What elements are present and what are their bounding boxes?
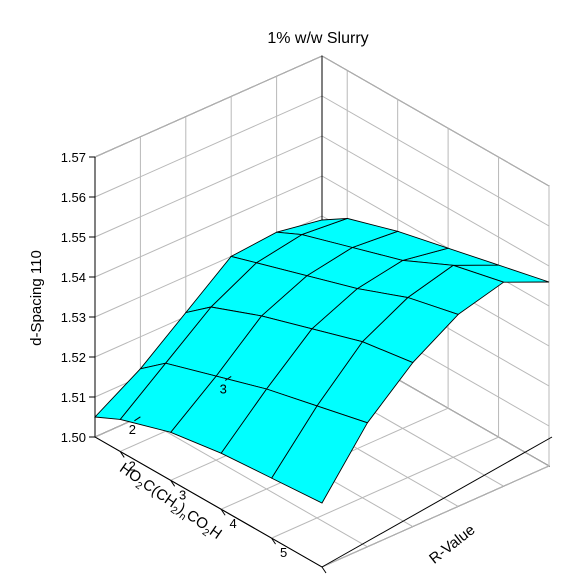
z-tick-label: 1.56 xyxy=(61,190,86,205)
surface-mesh xyxy=(94,217,550,504)
x-tick-mark xyxy=(119,451,125,458)
x-tick-mark xyxy=(271,537,276,545)
z-tick-label: 1.50 xyxy=(61,430,86,445)
x-tick-mark xyxy=(321,566,327,574)
chart-title: 1% w/w Slurry xyxy=(267,30,368,47)
y-tick-mark xyxy=(134,416,141,422)
x-tick-mark xyxy=(220,508,226,516)
z-tick-label: 1.51 xyxy=(61,390,86,405)
x-axis-label: R-Value xyxy=(426,521,478,567)
x-tick-label: 3 xyxy=(179,487,186,502)
y-axis-label-subscript: 2 xyxy=(200,527,211,539)
y-tick-label: 2 xyxy=(129,422,136,437)
x-tick-mark xyxy=(170,480,176,487)
x-grid-floor-line xyxy=(271,436,499,539)
y-axis-label-part: H xyxy=(206,523,225,543)
x-tick-label: 5 xyxy=(280,545,287,560)
z-axis-label: d-Spacing 110 xyxy=(28,250,45,346)
z-tick-label: 1.55 xyxy=(61,230,86,245)
y-tick-label: 3 xyxy=(220,381,227,396)
z-tick-label: 1.53 xyxy=(61,310,86,325)
y-axis-label-subscript: n xyxy=(177,511,188,523)
y-axis-label-subscript: 2 xyxy=(168,505,179,517)
y-axis-label-subscript: 2 xyxy=(133,480,144,492)
x-grid-floor-line xyxy=(321,465,550,568)
z-tick-label: 1.52 xyxy=(61,350,86,365)
y-axis-line xyxy=(94,436,323,568)
surface-cell xyxy=(94,362,167,420)
y-tick-mark xyxy=(224,375,232,381)
x-tick-label: 4 xyxy=(229,516,236,531)
x-axis-line xyxy=(321,436,553,568)
x-tick-label: 2 xyxy=(129,458,136,473)
chart-axes: 1.501.511.521.531.541.551.561.572345623 xyxy=(61,150,553,575)
z-tick-label: 1.57 xyxy=(61,150,86,165)
z-tick-label: 1.54 xyxy=(61,270,86,285)
y-grid-floor-line xyxy=(140,416,368,548)
